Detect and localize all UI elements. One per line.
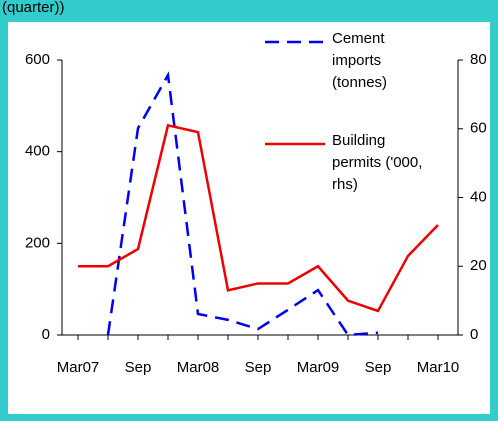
x-tick-label: Mar08	[177, 359, 220, 376]
plot-background	[8, 22, 490, 414]
series-line	[78, 123, 439, 313]
y-tick-label: 400	[25, 143, 50, 160]
legend-label: Cement imports (tonnes)	[332, 30, 388, 91]
y2-tick-label: 0	[470, 326, 478, 343]
x-tick-label: Mar09	[297, 359, 340, 376]
x-tick-label: Sep	[125, 359, 152, 376]
y-tick-label: 0	[42, 326, 50, 343]
x-tick-label: Sep	[365, 359, 392, 376]
y2-tick-label: 80	[470, 51, 487, 68]
y2-tick-label: 20	[470, 257, 487, 274]
x-tick-label: Mar10	[417, 359, 460, 376]
y2-tick-label: 40	[470, 188, 487, 205]
y-tick-label: 600	[25, 51, 50, 68]
x-tick-label: Mar07	[57, 359, 100, 376]
series-line	[106, 71, 379, 337]
legend-label: Building permits ('000, rhs)	[332, 132, 423, 193]
y2-tick-label: 60	[470, 120, 487, 137]
chart-title: (quarter))	[2, 0, 65, 16]
x-tick-label: Sep	[245, 359, 272, 376]
y-tick-label: 200	[25, 234, 50, 251]
